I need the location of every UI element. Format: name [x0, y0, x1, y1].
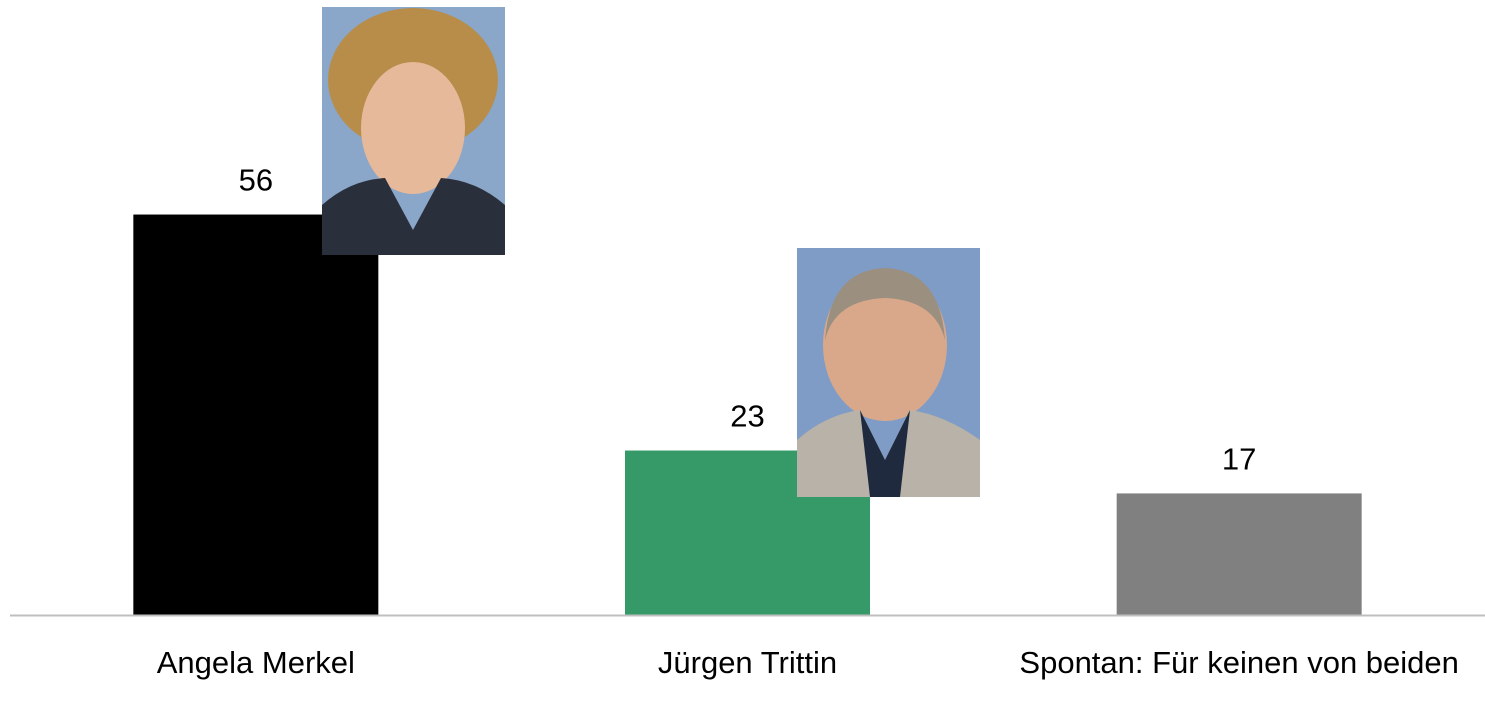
bar [1117, 493, 1362, 615]
page: {"chart_data": {"type": "bar", "categori… [0, 0, 1485, 727]
data-label: 56 [239, 163, 273, 198]
x-tick-label: Angela Merkel [26, 644, 486, 682]
bar [133, 215, 378, 615]
chart: 56 23 17 [0, 0, 1485, 727]
portrait-photo [322, 7, 505, 255]
data-label: 23 [730, 399, 764, 434]
x-tick-label: Spontan: Für keinen von beiden [1009, 644, 1469, 682]
data-label: 17 [1222, 442, 1256, 477]
x-tick-label: Jürgen Trittin [518, 644, 978, 682]
portrait-photo [797, 248, 980, 497]
